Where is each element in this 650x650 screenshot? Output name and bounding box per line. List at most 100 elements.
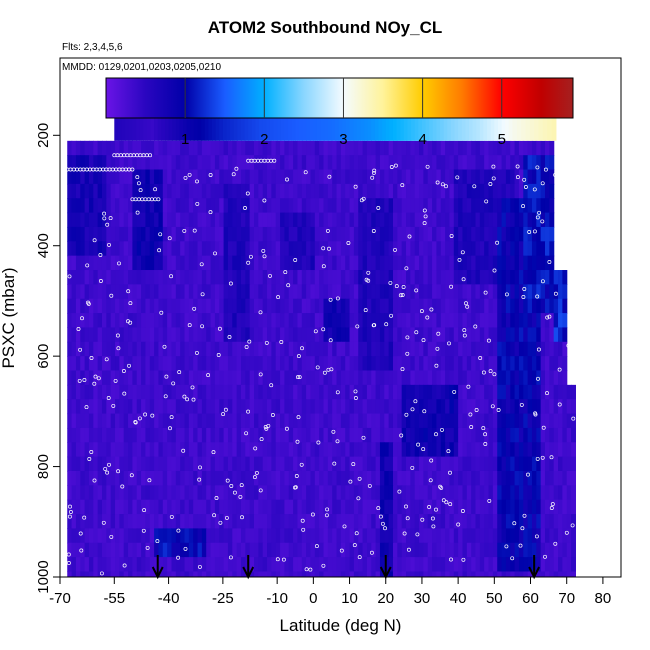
heatmap-cell <box>397 327 403 343</box>
heatmap-cell <box>540 255 546 271</box>
heatmap-cell <box>423 542 429 558</box>
heatmap-cell <box>93 169 99 185</box>
heatmap-cell <box>536 542 542 558</box>
heatmap-cell <box>154 528 160 544</box>
heatmap-cell <box>227 370 233 386</box>
heatmap-cell <box>193 370 199 386</box>
heatmap-cell <box>67 298 73 314</box>
heatmap-cell <box>240 456 246 472</box>
heatmap-cell <box>527 327 533 343</box>
heatmap-cell <box>458 442 464 458</box>
heatmap-cell <box>332 356 338 372</box>
heatmap-cell <box>549 284 555 300</box>
heatmap-cell <box>336 557 342 573</box>
heatmap-cell <box>540 485 546 501</box>
sample-marker <box>121 369 126 373</box>
top-strip-cell <box>186 113 191 141</box>
heatmap-cell <box>227 169 233 185</box>
sample-marker <box>405 351 410 356</box>
heatmap-cell <box>353 399 359 415</box>
heatmap-cell <box>427 427 433 443</box>
sample-marker <box>568 169 573 174</box>
heatmap-cell <box>71 528 77 544</box>
heatmap-cell <box>223 442 229 458</box>
heatmap-cell <box>518 456 524 472</box>
heatmap-cell <box>201 370 207 386</box>
heatmap-cell <box>136 341 142 357</box>
heatmap-cell <box>497 183 503 199</box>
heatmap-cell <box>141 413 147 429</box>
heatmap-cell <box>432 284 438 300</box>
heatmap-cell <box>332 212 338 228</box>
heatmap-cell <box>314 399 320 415</box>
heatmap-cell <box>297 327 303 343</box>
heatmap-cell <box>214 241 220 257</box>
heatmap-cell <box>514 514 520 530</box>
heatmap-cell <box>540 183 546 199</box>
heatmap-cell <box>293 413 299 429</box>
heatmap-cell <box>518 284 524 300</box>
heatmap-cell <box>84 413 90 429</box>
heatmap-cell <box>453 542 459 558</box>
heatmap-cell <box>475 183 481 199</box>
heatmap-cell <box>414 485 420 501</box>
heatmap-cell <box>544 298 550 314</box>
heatmap-cell <box>275 356 281 372</box>
heatmap-cell <box>388 169 394 185</box>
heatmap-cell <box>171 341 177 357</box>
heatmap-cell <box>388 557 394 573</box>
heatmap-cell <box>306 212 312 228</box>
heatmap-cell <box>71 370 77 386</box>
heatmap-cell <box>184 370 190 386</box>
heatmap-cell <box>306 370 312 386</box>
heatmap-cell <box>523 327 529 343</box>
heatmap-cell <box>171 356 177 372</box>
heatmap-cell <box>440 427 446 443</box>
heatmap-cell <box>258 557 264 573</box>
heatmap-cell <box>167 155 173 171</box>
heatmap-cell <box>518 499 524 515</box>
heatmap-cell <box>301 499 307 515</box>
heatmap-cell <box>384 427 390 443</box>
heatmap-cell <box>475 399 481 415</box>
heatmap-cell <box>436 370 442 386</box>
heatmap-cell <box>128 255 133 271</box>
heatmap-cell <box>84 169 90 185</box>
heatmap-cell <box>88 198 94 214</box>
heatmap-cell <box>423 514 429 530</box>
heatmap-cell <box>275 241 281 257</box>
heatmap-cell <box>401 528 407 544</box>
heatmap-cell <box>510 327 516 343</box>
heatmap-cell <box>106 313 112 329</box>
heatmap-cell <box>162 514 168 530</box>
heatmap-cell <box>280 370 285 386</box>
heatmap-cell <box>479 557 485 573</box>
heatmap-cell <box>379 542 385 558</box>
heatmap-cell <box>449 255 455 271</box>
heatmap-cell <box>245 198 251 214</box>
heatmap-cell <box>501 528 507 544</box>
heatmap-cell <box>123 341 129 357</box>
heatmap-cell <box>406 270 411 285</box>
heatmap-cell <box>531 370 537 386</box>
heatmap-cell <box>115 528 120 544</box>
sample-marker <box>191 397 196 402</box>
heatmap-cell <box>75 427 81 443</box>
sample-marker <box>554 222 559 227</box>
heatmap-cell <box>414 155 420 171</box>
top-strip-cell <box>204 113 209 141</box>
heatmap-cell <box>75 542 81 558</box>
heatmap-cell <box>536 470 542 486</box>
heatmap-cell <box>214 427 220 443</box>
heatmap-cell <box>510 140 516 156</box>
sample-marker <box>446 449 451 454</box>
sample-marker <box>258 488 263 493</box>
heatmap-cell <box>523 384 529 400</box>
heatmap-cell <box>227 399 233 415</box>
heatmap-cell <box>362 413 368 429</box>
sample-marker <box>321 563 326 568</box>
heatmap-cell <box>549 542 555 558</box>
heatmap-cell <box>223 499 229 515</box>
heatmap-cell <box>188 327 194 343</box>
heatmap-cell <box>479 140 485 156</box>
